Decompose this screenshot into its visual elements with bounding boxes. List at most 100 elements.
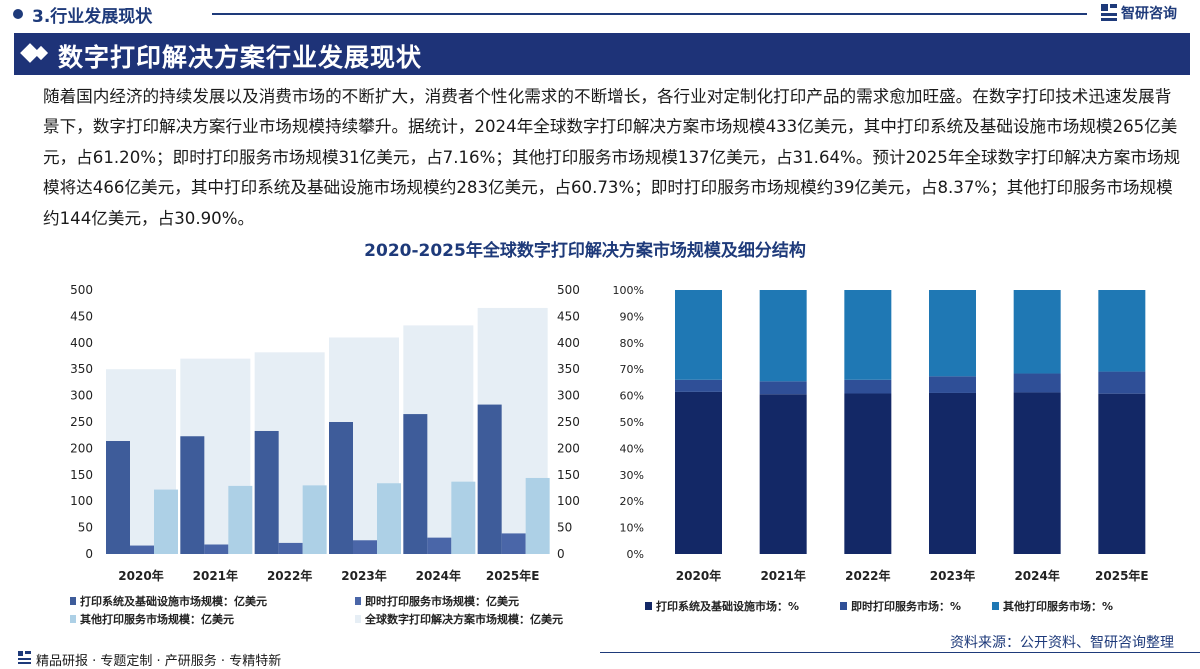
y-tick-label-right: 450	[557, 309, 580, 323]
x-tick-label: 2022年	[845, 568, 890, 583]
x-tick-label: 2021年	[760, 568, 805, 583]
legend-swatch	[840, 602, 847, 610]
legend-swatch	[355, 597, 361, 605]
series-bar	[501, 533, 526, 554]
x-tick-label: 2025年E	[486, 568, 540, 583]
stack-segment	[844, 379, 892, 394]
x-tick-label: 2024年	[1014, 568, 1059, 583]
series-bar	[154, 489, 178, 554]
series-bar	[106, 441, 130, 554]
left-bar-chart: 0 0 50 50 100 100 150 150 200 200 250 250 300 300 350 3…	[70, 283, 580, 626]
series-bar	[451, 481, 476, 554]
stack-segment	[759, 381, 807, 395]
brand-name: 智研咨询	[1121, 6, 1177, 22]
y-tick-label-right: 150	[557, 468, 580, 482]
y-tick-label-left: 150	[70, 468, 93, 482]
series-bar	[180, 436, 205, 554]
y-tick-label-right: 100	[557, 494, 580, 508]
series-bar	[130, 545, 154, 554]
y-tick-label-left: 350	[70, 362, 93, 376]
legend-swatch	[70, 597, 76, 605]
y-tick-label-left: 300	[70, 389, 93, 403]
stack-segment	[1013, 373, 1061, 393]
stack-segment	[759, 290, 807, 382]
y-tick-label: 0%	[627, 548, 644, 561]
legend-swatch	[355, 615, 361, 623]
series-bar	[427, 537, 452, 554]
stack-segment	[929, 290, 976, 377]
y-tick-label: 70%	[620, 363, 644, 376]
series-bar	[254, 430, 279, 554]
series-bar	[228, 485, 253, 554]
y-tick-label-left: 500	[70, 283, 93, 297]
stack-segment	[1098, 393, 1146, 554]
title-banner: 数字打印解决方案行业发展现状	[14, 33, 1190, 75]
stack-segment	[1013, 392, 1061, 554]
diamond-icon	[33, 45, 49, 61]
legend-label: 即时打印服务市场规模：亿美元	[365, 594, 519, 608]
y-tick-label-left: 450	[70, 309, 93, 323]
y-tick-label-right: 250	[557, 415, 580, 429]
stack-segment	[1013, 290, 1061, 374]
y-tick-label-left: 250	[70, 415, 93, 429]
top-header: 3.行业发展现状 智研咨询	[0, 0, 1200, 27]
section-bullet-icon	[13, 9, 23, 19]
stack-segment	[929, 392, 976, 554]
footer-tagline: 精品研报 · 专题定制 · 产研服务 · 专精特新	[36, 654, 282, 669]
series-bar	[525, 477, 550, 554]
stack-segment	[675, 379, 722, 392]
series-bar	[353, 540, 377, 554]
stack-segment	[844, 290, 892, 380]
legend-label: 打印系统及基础设施市场：%	[656, 599, 799, 613]
stack-segment	[844, 393, 892, 554]
stack-segment	[675, 290, 722, 380]
series-bar	[329, 422, 353, 554]
legend-label: 其他打印服务市场规模：亿美元	[80, 612, 234, 626]
report-icon	[18, 651, 31, 664]
y-tick-label: 30%	[620, 469, 644, 482]
y-tick-label: 10%	[620, 522, 644, 535]
y-tick-label-right: 350	[557, 362, 580, 376]
y-tick-label: 80%	[620, 337, 644, 350]
source-note: 资料来源：公开资料、智研咨询整理	[950, 635, 1174, 651]
stack-segment	[1098, 290, 1146, 372]
stack-segment	[675, 391, 722, 554]
y-tick-label-left: 0	[85, 547, 93, 561]
x-tick-label: 2021年	[193, 568, 238, 583]
series-bar	[477, 404, 502, 554]
legend-swatch	[992, 602, 999, 610]
y-tick-label: 60%	[620, 390, 644, 403]
x-tick-label: 2020年	[118, 568, 163, 583]
legend-label: 其他打印服务市场：%	[1003, 599, 1113, 613]
section-label: 3.行业发展现状	[32, 7, 153, 27]
x-tick-label: 2024年	[416, 568, 461, 583]
header-divider	[212, 13, 1087, 15]
footer-divider	[600, 652, 1200, 653]
legend-label: 打印系统及基础设施市场规模：亿美元	[80, 594, 267, 608]
series-bar	[377, 483, 401, 554]
y-tick-label: 50%	[620, 416, 644, 429]
x-tick-label: 2023年	[341, 568, 386, 583]
series-bar	[403, 414, 428, 554]
stack-segment	[929, 376, 976, 393]
series-bar	[278, 542, 303, 554]
stack-segment	[759, 394, 807, 554]
chart-title: 2020-2025年全球数字打印解决方案市场规模及细分结构	[364, 241, 806, 261]
y-tick-label-right: 300	[557, 389, 580, 403]
y-tick-label: 100%	[613, 284, 644, 297]
y-tick-label-right: 50	[557, 521, 572, 535]
legend-label: 全球数字打印解决方案市场规模：亿美元	[364, 612, 563, 626]
y-tick-label-left: 100	[70, 494, 93, 508]
legend-swatch	[70, 615, 76, 623]
y-tick-label-left: 50	[78, 521, 93, 535]
series-bar	[302, 485, 327, 554]
y-tick-label-left: 200	[70, 441, 93, 455]
page-title: 数字打印解决方案行业发展现状	[58, 43, 423, 72]
y-tick-label-right: 0	[557, 547, 565, 561]
y-tick-label-left: 400	[70, 336, 93, 350]
y-tick-label-right: 500	[557, 283, 580, 297]
series-bar	[204, 544, 229, 554]
brand-logo-icon	[1101, 4, 1117, 21]
y-tick-label-right: 200	[557, 441, 580, 455]
stack-segment	[1098, 371, 1146, 394]
